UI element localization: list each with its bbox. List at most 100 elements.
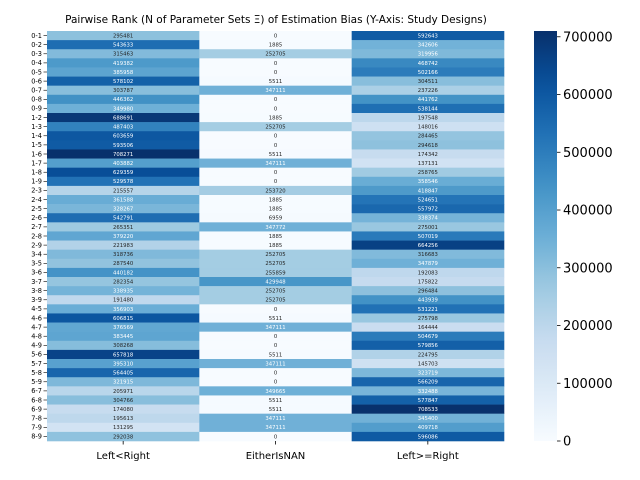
cell-value-label: 419382	[113, 61, 133, 67]
heatmap-cell	[199, 359, 352, 369]
cell-value-label: 292038	[113, 434, 134, 440]
heatmap-cell-labels: 295481 0 592643 543633 1885 342606 315463 25270…	[113, 33, 439, 440]
y-tick-label: 1-2	[31, 114, 42, 122]
cell-value-label: 338935	[113, 289, 133, 295]
y-tick-label: 3-9	[31, 296, 42, 304]
cell-value-label: 332488	[418, 389, 439, 395]
cell-value-label: 342606	[418, 43, 439, 49]
heatmap-cell	[351, 149, 505, 159]
heatmap-cell	[199, 149, 352, 159]
y-tick-label: 1-9	[31, 178, 42, 186]
heatmap-cell	[199, 131, 352, 141]
y-tick-label: 2-9	[31, 241, 42, 249]
cell-value-label: 606815	[113, 316, 133, 322]
heatmap-cell	[47, 359, 200, 369]
cell-value-label: 131295	[113, 425, 133, 431]
cell-value-label: 708271	[113, 152, 133, 158]
heatmap-cell	[199, 176, 352, 187]
cell-value-label: 347111	[265, 425, 285, 431]
heatmap-cell	[199, 85, 352, 96]
heatmap-cell	[199, 286, 352, 296]
heatmap-cell	[47, 58, 200, 68]
heatmap-cell	[47, 140, 200, 150]
heatmap-cell	[351, 240, 505, 250]
heatmap-cell	[47, 404, 200, 414]
cell-value-label: 395310	[113, 361, 134, 367]
heatmap-cell	[351, 422, 505, 433]
heatmap-cell	[199, 340, 352, 351]
heatmap-cell	[199, 295, 352, 305]
heatmap-cell	[351, 431, 505, 442]
heatmap-cell	[199, 58, 352, 68]
y-tick-label: 0-4	[31, 59, 42, 67]
heatmap-cell	[47, 368, 200, 378]
heatmap-cell	[199, 49, 352, 59]
cell-value-label: 578102	[113, 79, 133, 85]
heatmap-cell	[47, 122, 200, 132]
heatmap-cell	[199, 431, 352, 442]
cell-value-label: 446362	[113, 97, 133, 103]
y-tick-label: 5-8	[31, 369, 42, 377]
cell-value-label: 531221	[418, 307, 438, 313]
heatmap-cell	[199, 103, 352, 114]
y-tick-label: 5-9	[31, 378, 42, 386]
heatmap-cell	[351, 377, 505, 387]
cell-value-label: 385958	[113, 70, 134, 76]
heatmap-cell	[47, 340, 200, 351]
cell-value-label: 347772	[265, 225, 285, 231]
heatmap-cell	[47, 322, 200, 332]
cell-value-label: 566209	[418, 380, 438, 386]
heatmap-cell	[351, 85, 505, 96]
cell-value-label: 542791	[113, 216, 133, 222]
x-tick-label: EitherIsNAN	[246, 451, 306, 462]
cell-value-label: 443939	[418, 298, 438, 304]
heatmap-cell	[351, 158, 505, 168]
heatmap-cell	[47, 176, 200, 187]
x-tick-label: Left<Right	[96, 451, 150, 462]
cell-value-label: 502166	[418, 70, 439, 76]
cell-value-label: 0	[274, 380, 278, 386]
cell-value-label: 191480	[113, 298, 134, 304]
heatmap-cell	[199, 277, 352, 287]
x-axis-ticks: Left<Right EitherIsNAN Left>=Right	[96, 441, 459, 462]
heatmap-cell	[47, 31, 200, 41]
y-tick-label: 2-5	[31, 205, 42, 213]
heatmap-cell	[351, 222, 505, 232]
cell-value-label: 383445	[113, 334, 133, 340]
y-tick-label: 0-3	[31, 50, 42, 58]
heatmap-cell	[351, 213, 505, 223]
heatmap-cell	[351, 286, 505, 296]
heatmap-cell	[47, 377, 200, 387]
cell-value-label: 1885	[269, 115, 282, 121]
cell-value-label: 5511	[269, 398, 282, 404]
cell-value-label: 0	[274, 343, 278, 349]
heatmap-cell	[351, 413, 505, 424]
y-tick-label: 1-4	[31, 132, 42, 140]
colorbar-tick-label: 400000	[563, 204, 613, 219]
heatmap-cell	[47, 231, 200, 241]
heatmap-cell	[199, 167, 352, 178]
heatmap-cell	[351, 258, 505, 269]
cell-value-label: 321915	[113, 380, 133, 386]
cell-value-label: 284465	[418, 134, 438, 140]
heatmap-cell	[47, 222, 200, 232]
cell-value-label: 5511	[269, 79, 282, 85]
cell-value-label: 275798	[418, 316, 439, 322]
cell-value-label: 529578	[113, 179, 134, 185]
heatmap-cell	[47, 240, 200, 250]
cell-value-label: 664256	[418, 243, 439, 249]
heatmap-cell	[47, 49, 200, 59]
y-tick-label: 4-6	[31, 314, 42, 322]
heatmap-cell	[47, 67, 200, 77]
heatmap-cell	[47, 249, 200, 260]
heatmap-cell	[351, 195, 505, 205]
heatmap-cell	[351, 49, 505, 59]
heatmap-cell	[47, 85, 200, 96]
heatmap-cell	[199, 413, 352, 424]
cell-value-label: 148016	[418, 125, 439, 131]
y-tick-label: 1-3	[31, 123, 42, 131]
heatmap-cell	[351, 313, 505, 323]
y-tick-label: 0-8	[31, 96, 42, 104]
heatmap-cell	[199, 67, 352, 77]
heatmap-cell	[351, 76, 505, 86]
